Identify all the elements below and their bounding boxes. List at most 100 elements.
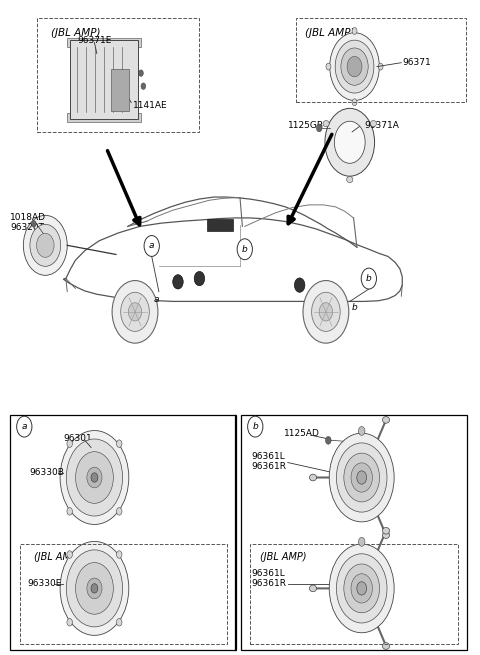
Circle shape	[67, 618, 72, 626]
FancyBboxPatch shape	[206, 219, 233, 231]
Text: a: a	[154, 295, 159, 304]
Circle shape	[91, 473, 98, 482]
Text: 96371: 96371	[402, 58, 431, 67]
Ellipse shape	[310, 585, 317, 591]
Circle shape	[17, 416, 32, 437]
Circle shape	[325, 436, 331, 444]
Circle shape	[351, 463, 372, 492]
Text: 96361L
96361R: 96361L 96361R	[251, 451, 286, 471]
Circle shape	[357, 471, 367, 484]
Text: 1125AD: 1125AD	[284, 428, 320, 438]
Circle shape	[330, 33, 379, 100]
Circle shape	[117, 551, 122, 558]
Circle shape	[60, 542, 129, 635]
Circle shape	[237, 239, 252, 259]
Text: b: b	[366, 274, 372, 283]
Circle shape	[173, 274, 183, 289]
Circle shape	[117, 440, 122, 447]
Text: 1125GB: 1125GB	[288, 121, 324, 130]
Circle shape	[336, 553, 387, 623]
Ellipse shape	[370, 121, 376, 126]
Circle shape	[117, 508, 122, 515]
FancyArrowPatch shape	[377, 533, 385, 553]
Ellipse shape	[383, 643, 390, 649]
Circle shape	[335, 40, 374, 93]
Circle shape	[357, 582, 367, 595]
Ellipse shape	[347, 177, 353, 183]
Text: a: a	[22, 422, 27, 431]
Text: b: b	[242, 245, 248, 253]
Circle shape	[67, 508, 72, 515]
Text: 96320T: 96320T	[10, 223, 44, 233]
Ellipse shape	[383, 532, 390, 538]
Circle shape	[67, 551, 72, 558]
Text: 1018AD: 1018AD	[10, 214, 46, 223]
Circle shape	[335, 121, 365, 163]
FancyArrowPatch shape	[377, 624, 385, 643]
Text: 96301: 96301	[63, 434, 92, 443]
Text: a: a	[149, 242, 155, 250]
Circle shape	[60, 430, 129, 525]
Circle shape	[144, 236, 159, 256]
Ellipse shape	[383, 527, 390, 534]
Circle shape	[117, 618, 122, 626]
FancyArrowPatch shape	[377, 513, 385, 533]
Circle shape	[294, 278, 305, 292]
Circle shape	[91, 584, 98, 593]
Circle shape	[112, 280, 158, 343]
FancyArrowPatch shape	[377, 422, 385, 442]
Circle shape	[24, 215, 67, 275]
Circle shape	[139, 70, 144, 77]
Text: b: b	[352, 303, 358, 312]
Circle shape	[303, 280, 349, 343]
Circle shape	[329, 544, 394, 633]
Text: (JBL AMP): (JBL AMP)	[305, 28, 354, 38]
FancyBboxPatch shape	[67, 37, 141, 47]
Text: (JBL AMP): (JBL AMP)	[51, 28, 101, 38]
Circle shape	[248, 416, 263, 437]
Text: 96371E: 96371E	[78, 36, 112, 45]
Circle shape	[341, 48, 368, 85]
Circle shape	[32, 221, 36, 227]
Circle shape	[75, 452, 113, 503]
Circle shape	[87, 578, 102, 599]
Text: (JBL AMP): (JBL AMP)	[34, 552, 80, 562]
Circle shape	[359, 426, 365, 436]
Circle shape	[352, 99, 357, 105]
Circle shape	[30, 224, 60, 267]
Text: b: b	[252, 422, 258, 431]
Circle shape	[344, 564, 380, 613]
Ellipse shape	[310, 474, 317, 481]
Circle shape	[347, 56, 362, 77]
Circle shape	[87, 467, 102, 488]
Circle shape	[361, 268, 376, 289]
Circle shape	[325, 108, 374, 176]
Circle shape	[359, 537, 365, 546]
Circle shape	[120, 292, 149, 331]
Circle shape	[67, 440, 72, 447]
Circle shape	[351, 574, 372, 603]
Text: 96330E: 96330E	[28, 579, 62, 588]
Text: (JBL AMP): (JBL AMP)	[260, 552, 307, 562]
Circle shape	[128, 303, 142, 321]
Text: 96330B: 96330B	[29, 468, 64, 477]
Circle shape	[336, 443, 387, 512]
Circle shape	[194, 271, 204, 286]
Text: 96361L
96361R: 96361L 96361R	[251, 569, 286, 588]
Circle shape	[141, 83, 146, 90]
Circle shape	[329, 433, 394, 522]
Circle shape	[312, 292, 340, 331]
Circle shape	[352, 28, 357, 35]
Circle shape	[316, 124, 322, 132]
FancyBboxPatch shape	[111, 69, 129, 111]
Text: 1141AE: 1141AE	[132, 102, 167, 110]
Text: 96371A: 96371A	[364, 121, 399, 130]
Circle shape	[66, 439, 122, 516]
Circle shape	[319, 303, 333, 321]
FancyBboxPatch shape	[71, 40, 138, 119]
Ellipse shape	[323, 121, 329, 126]
FancyBboxPatch shape	[67, 113, 141, 122]
Circle shape	[75, 563, 113, 614]
Circle shape	[66, 550, 122, 627]
Circle shape	[326, 64, 331, 70]
